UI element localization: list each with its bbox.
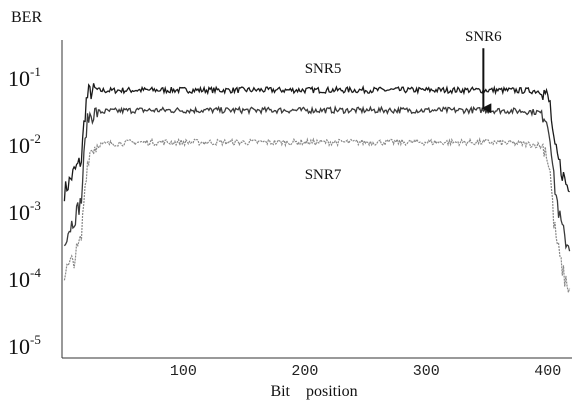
annotation-snr7: SNR7 <box>305 167 342 183</box>
annotation-snr5: SNR5 <box>305 61 342 77</box>
y-tick-label: 10-5 <box>8 332 41 359</box>
x-tick-label: 400 <box>534 363 561 380</box>
y-tick-labels: 10-1 10-2 10-3 10-4 10-5 <box>8 64 41 359</box>
series-lines <box>63 83 571 293</box>
y-tick-label: 10-2 <box>8 131 41 158</box>
annotation-snr6: SNR6 <box>465 29 502 45</box>
series-line-snr7 <box>63 137 571 293</box>
series-line-snr5 <box>63 83 570 202</box>
y-tick-label: 10-4 <box>8 265 41 292</box>
y-tick-label: 10-3 <box>8 198 41 225</box>
x-tick-label: 300 <box>413 363 440 380</box>
y-axis-title: BER <box>11 9 42 26</box>
x-axis-title: Bit position <box>270 383 357 400</box>
y-tick-label: 10-1 <box>8 64 41 91</box>
x-tick-label: 100 <box>170 363 197 380</box>
series-annotations: SNR5 SNR6 SNR7 <box>305 29 502 183</box>
x-tick-label: 200 <box>291 363 318 380</box>
x-tick-labels: 100 200 300 400 <box>170 363 561 380</box>
